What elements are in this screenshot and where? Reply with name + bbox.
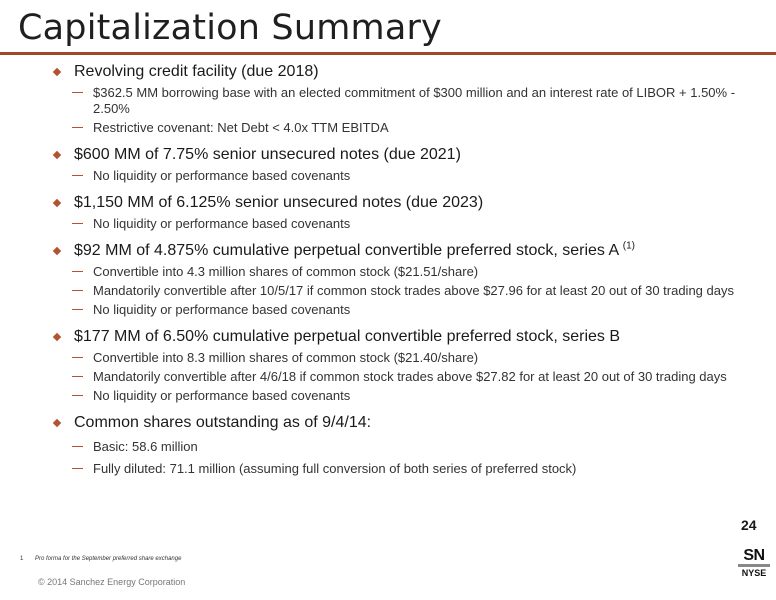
sub-item-text: Restrictive covenant: Net Debt < 4.0x TT…: [93, 120, 389, 135]
sub-item-text: No liquidity or performance based covena…: [93, 216, 351, 231]
sub-item: No liquidity or performance based covena…: [48, 168, 743, 184]
logo-exchange: NYSE: [741, 568, 767, 578]
sub-item-text: Convertible into 4.3 million shares of c…: [93, 264, 479, 279]
section-heading: Common shares outstanding as of 9/4/14:: [48, 413, 748, 433]
heading-text: $1,150 MM of 6.125% senior unsecured not…: [74, 194, 484, 211]
dash-bullet-icon: [72, 468, 83, 469]
dash-bullet-icon: [72, 376, 83, 377]
sub-item: No liquidity or performance based covena…: [48, 388, 743, 404]
heading-text: $600 MM of 7.75% senior unsecured notes …: [74, 146, 461, 163]
section-heading: $600 MM of 7.75% senior unsecured notes …: [48, 145, 748, 165]
title-divider: [0, 52, 776, 55]
bullet-list: Revolving credit facility (due 2018) $36…: [48, 62, 748, 486]
copyright: © 2014 Sanchez Energy Corporation: [38, 577, 186, 587]
dash-bullet-icon: [72, 290, 83, 291]
diamond-bullet-icon: [52, 246, 62, 256]
diamond-bullet-icon: [52, 150, 62, 160]
dash-bullet-icon: [72, 175, 83, 176]
sub-item: Basic: 58.6 million: [48, 439, 743, 455]
sub-item-text: Mandatorily convertible after 4/6/18 if …: [93, 369, 727, 384]
heading-text: $177 MM of 6.50% cumulative perpetual co…: [74, 328, 621, 345]
sub-item: $362.5 MM borrowing base with an elected…: [48, 85, 743, 117]
section-heading: $1,150 MM of 6.125% senior unsecured not…: [48, 193, 748, 213]
diamond-bullet-icon: [52, 67, 62, 77]
footnote-text: Pro forma for the September preferred sh…: [35, 556, 182, 562]
heading-text: $92 MM of 4.875% cumulative perpetual co…: [74, 242, 619, 259]
section-preferred-b: $177 MM of 6.50% cumulative perpetual co…: [48, 327, 748, 404]
section-heading: Revolving credit facility (due 2018): [48, 62, 748, 82]
section-heading: $92 MM of 4.875% cumulative perpetual co…: [48, 241, 748, 261]
diamond-bullet-icon: [52, 332, 62, 342]
sub-item-text: Mandatorily convertible after 10/5/17 if…: [93, 283, 734, 298]
sub-item: Mandatorily convertible after 4/6/18 if …: [48, 369, 743, 385]
sub-item-text: Basic: 58.6 million: [93, 439, 198, 454]
sub-item: No liquidity or performance based covena…: [48, 302, 743, 318]
sub-item-text: No liquidity or performance based covena…: [93, 168, 351, 183]
company-logo: SN NYSE: [736, 548, 772, 578]
sub-item: Fully diluted: 71.1 million (assuming fu…: [48, 461, 743, 477]
sub-item-text: Fully diluted: 71.1 million (assuming fu…: [93, 461, 577, 476]
logo-bar: [738, 564, 770, 567]
dash-bullet-icon: [72, 223, 83, 224]
section-revolver: Revolving credit facility (due 2018) $36…: [48, 62, 748, 136]
footnote-ref: (1): [622, 240, 635, 252]
sub-item: No liquidity or performance based covena…: [48, 216, 743, 232]
sub-item-text: Convertible into 8.3 million shares of c…: [93, 350, 479, 365]
dash-bullet-icon: [72, 92, 83, 93]
section-preferred-a: $92 MM of 4.875% cumulative perpetual co…: [48, 241, 748, 318]
section-heading: $177 MM of 6.50% cumulative perpetual co…: [48, 327, 748, 347]
diamond-bullet-icon: [52, 198, 62, 208]
sub-item: Mandatorily convertible after 10/5/17 if…: [48, 283, 743, 299]
logo-ticker: SN: [743, 547, 765, 564]
section-notes-2023: $1,150 MM of 6.125% senior unsecured not…: [48, 193, 748, 232]
dash-bullet-icon: [72, 357, 83, 358]
sub-item-text: No liquidity or performance based covena…: [93, 388, 351, 403]
dash-bullet-icon: [72, 395, 83, 396]
footnote: 1 Pro forma for the September preferred …: [20, 556, 181, 562]
sub-item: Convertible into 4.3 million shares of c…: [48, 264, 743, 280]
dash-bullet-icon: [72, 271, 83, 272]
heading-text: Revolving credit facility (due 2018): [74, 63, 319, 80]
page-title: Capitalization Summary: [18, 8, 442, 48]
dash-bullet-icon: [72, 127, 83, 128]
page-number: 24: [741, 517, 757, 533]
sub-item-text: No liquidity or performance based covena…: [93, 302, 351, 317]
sub-item: Restrictive covenant: Net Debt < 4.0x TT…: [48, 120, 743, 136]
sub-item: Convertible into 8.3 million shares of c…: [48, 350, 743, 366]
dash-bullet-icon: [72, 446, 83, 447]
footnote-number: 1: [20, 556, 24, 562]
section-notes-2021: $600 MM of 7.75% senior unsecured notes …: [48, 145, 748, 184]
diamond-bullet-icon: [52, 418, 62, 428]
dash-bullet-icon: [72, 309, 83, 310]
heading-text: Common shares outstanding as of 9/4/14:: [74, 414, 372, 431]
section-common-shares: Common shares outstanding as of 9/4/14: …: [48, 413, 748, 477]
sub-item-text: $362.5 MM borrowing base with an elected…: [93, 85, 736, 116]
